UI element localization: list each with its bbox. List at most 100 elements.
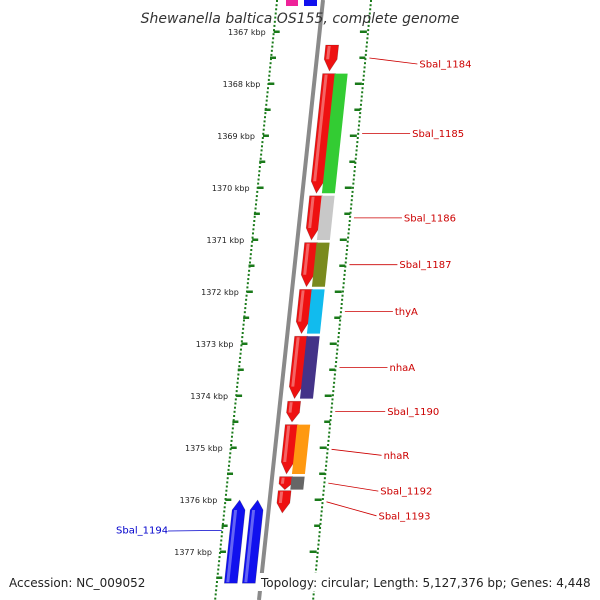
minor-tick-right (319, 472, 326, 475)
left-rail-dot (236, 381, 239, 384)
right-rail-dot (352, 178, 355, 181)
minor-tick-left (216, 576, 223, 579)
left-rail-dot (263, 116, 266, 119)
gene-label-Sbal_1184: Sbal_1184 (419, 60, 471, 71)
left-rail-dot (219, 543, 222, 546)
left-rail-dot (230, 444, 233, 446)
left-rail-dot (272, 37, 275, 40)
left-rail-dot (220, 535, 223, 538)
gene-label-thyA: thyA (395, 307, 418, 318)
left-rail-dot (260, 149, 263, 152)
right-rail-dot (330, 410, 333, 413)
right-rail-dot (359, 112, 362, 115)
right-rail-dot (354, 157, 357, 160)
right-rail-dot (360, 99, 363, 102)
right-rail-dot (316, 551, 319, 554)
gene-label-Sbal_1194: Sbal_1194 (116, 526, 168, 537)
left-rail-dot (218, 556, 221, 559)
gene-arrow-nhaA (288, 335, 308, 400)
right-rail-dot (328, 427, 331, 430)
right-rail-dot (327, 435, 330, 438)
left-rail-dot (242, 323, 245, 326)
minor-tick-right (329, 368, 336, 371)
right-rail-dot (368, 16, 371, 19)
tick-layer: 1367 kbp 1368 kbp 1369 kbp 1370 kbp 1371 kbp… (174, 0, 372, 600)
left-rail-dot (216, 572, 219, 575)
right-rail-dot (321, 498, 324, 500)
left-rail-dot (224, 502, 227, 505)
left-rail-dot (225, 485, 228, 488)
left-rail-dot (266, 95, 269, 98)
leader-line-Sbal_1192 (328, 482, 379, 492)
left-rail-dot (264, 112, 267, 115)
right-rail-dot (336, 344, 339, 347)
left-rail-dot (214, 597, 217, 600)
right-rail-dot (348, 220, 351, 222)
label-layer: Sbal_1184 Sbal_1185 Sbal_1186 Sbal_1187 thyA… (116, 57, 471, 537)
right-rail-dot (357, 124, 360, 127)
left-rail-dot (215, 581, 218, 583)
left-rail-dot (274, 16, 277, 19)
left-rail-dot (236, 377, 239, 380)
gene-arrow-Sbal_1184 (323, 44, 340, 72)
left-rail-dot (253, 220, 256, 222)
right-rail-dot (344, 265, 347, 268)
left-rail-dot (250, 249, 253, 251)
right-rail-dot (323, 485, 326, 488)
minor-tick-left (270, 56, 277, 59)
right-rail-dot (356, 141, 359, 144)
left-rail-dot (269, 62, 272, 65)
right-rail-dot (332, 385, 335, 388)
right-rail-dot (353, 174, 356, 177)
left-rail-dot (248, 261, 251, 264)
minor-tick-right (334, 316, 341, 319)
minor-tick-right (359, 56, 366, 59)
right-rail-dot (352, 182, 355, 185)
left-rail-dot (260, 153, 263, 156)
right-rail-dot (370, 0, 372, 2)
left-rail-dot (254, 203, 257, 206)
left-rail-dot (252, 228, 255, 231)
left-rail-dot (267, 78, 270, 81)
kbp-label: 1374 kbp (190, 392, 228, 401)
left-rail-dot (239, 356, 242, 359)
left-rail-dot (237, 373, 240, 376)
major-tick-left (241, 342, 248, 345)
left-rail-dot (240, 340, 243, 343)
minor-tick-left (237, 368, 244, 371)
left-rail-dot (269, 66, 272, 69)
left-rail-dot (231, 431, 234, 434)
right-rail-dot (365, 49, 368, 52)
right-rail-dot (319, 518, 322, 521)
right-rail-dot (369, 8, 372, 11)
left-rail-dot (243, 315, 246, 318)
left-rail-dot (261, 141, 264, 144)
right-rail-dot (347, 228, 350, 231)
partial-gene-top-magenta (286, 0, 298, 6)
left-rail-dot (274, 12, 277, 15)
right-rail-dot (355, 145, 358, 148)
left-rail-dot (215, 585, 218, 588)
major-tick-right (354, 82, 362, 85)
right-rail-dot (322, 493, 325, 496)
left-rail-dot (251, 240, 254, 243)
left-rail-dot (241, 336, 244, 339)
left-rail-dot (247, 273, 250, 276)
right-rail-dot (317, 539, 320, 542)
left-rail-dot (273, 24, 276, 27)
gene-label-Sbal_1192: Sbal_1192 (380, 487, 432, 498)
right-rail-dot (349, 215, 352, 218)
right-rail-dot (341, 298, 344, 301)
left-rail-dot (233, 406, 236, 409)
minor-tick-right (354, 108, 361, 111)
cog-block-Sbal_1192 (290, 476, 305, 490)
left-rail-dot (262, 128, 265, 131)
right-rail-dot (360, 95, 363, 98)
right-rail-dot (332, 390, 335, 393)
left-rail-dot (256, 190, 259, 193)
left-rail-dot (273, 20, 276, 23)
major-tick-left (230, 446, 237, 449)
left-rail-dot (249, 257, 252, 260)
right-rail-dot (340, 303, 343, 305)
right-rail-dot (361, 83, 364, 85)
